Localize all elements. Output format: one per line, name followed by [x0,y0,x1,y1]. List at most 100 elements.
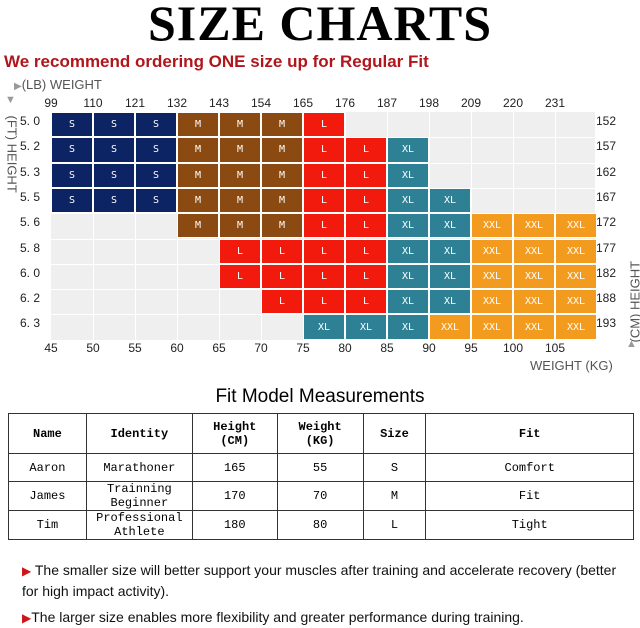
lb-tick: 231 [544,96,566,110]
size-cell-m: M [219,162,261,188]
size-cell-s: S [135,137,177,163]
size-cell-l: L [303,263,345,290]
ft-tick: 5. 3 [19,164,40,179]
table-cell: 165 [191,453,278,482]
size-cell-xl: XL [429,263,471,290]
kg-weight-axis-label: WEIGHT (KG) [530,358,613,373]
size-cell-xxl: XXL [471,314,513,340]
table-cell: Fit [425,481,634,511]
table-cell: Marathoner [85,453,193,482]
note-text: The larger size enables more flexibility… [31,609,524,625]
size-cell-l: L [261,238,303,264]
size-cell-xl: XL [387,137,429,163]
kg-tick: 85 [380,341,394,355]
fit-model-table: Name Identity Height (CM) Weight (KG) Size Fit … [8,413,634,540]
cm-tick: 167 [595,189,617,204]
header-text: Fit [518,426,541,441]
size-cell-s: S [135,187,177,214]
kg-tick: 90 [422,341,436,355]
size-cell-xxl: XXL [555,289,597,315]
kg-tick: 105 [544,341,566,355]
note-larger-size: ▶The larger size enables more flexibilit… [22,607,632,628]
lb-tick: 154 [250,96,272,110]
kg-tick: 80 [338,341,352,355]
kg-tick: 65 [212,341,226,355]
table-cell: 80 [276,510,364,540]
ft-tick: 5. 8 [19,240,40,255]
size-cell-xxl: XXL [513,314,555,340]
size-cell-m: M [177,213,219,239]
kg-tick: 50 [86,341,100,355]
size-cell-s: S [93,112,135,138]
ft-tick: 5. 0 [19,114,40,128]
size-cell-xxl: XXL [513,238,555,264]
size-cell-xl: XL [429,187,471,214]
size-cell-s: S [51,187,93,214]
table-cell: S [362,453,427,482]
table-cell: Comfort [425,453,634,482]
table-cell: 55 [276,453,364,482]
header-text: (KG) [305,433,335,448]
size-cell-s: S [93,137,135,163]
ft-tick: 6. 0 [19,265,40,280]
ft-tick: 6. 3 [19,316,40,331]
size-cell-l: L [303,289,345,315]
lb-tick: 121 [124,96,146,110]
triangle-down-icon: ▼ [5,94,16,106]
lb-label: (LB) WEIGHT [21,77,102,92]
ft-tick: 6. 2 [19,291,40,306]
size-cell-m: M [261,213,303,239]
page-title: SIZE CHARTS [147,0,493,51]
column-header: Identity [85,413,193,454]
kg-tick: 95 [464,341,478,355]
size-cell-xxl: XXL [513,213,555,239]
column-header: Size [362,413,427,454]
triangle-bullet-icon: ▶ [22,611,32,625]
size-cell-m: M [219,112,261,138]
cm-tick: 177 [595,240,617,255]
size-cell-s: S [135,112,177,138]
cm-tick: 182 [595,265,617,280]
recommendation-text: We recommend ordering ONE size up for Re… [4,52,429,71]
header-text: Height [213,419,257,434]
fit-model-title: Fit Model Measurements [215,386,425,407]
size-cell-xxl: XXL [513,289,555,315]
size-cell-l: L [303,238,345,264]
cm-tick: 157 [595,139,617,154]
size-cell-xxl: XXL [471,263,513,290]
size-cell-xxl: XXL [513,263,555,290]
size-cell-xxl: XXL [555,238,597,264]
lb-tick: 99 [44,96,58,110]
size-cell-l: L [303,112,345,138]
size-cell-xl: XL [387,263,429,290]
table-cell: M [362,481,427,511]
lb-tick: 187 [376,96,398,110]
header-text: Weight [298,419,342,434]
size-cell-l: L [219,238,261,264]
size-cell-xl: XL [429,238,471,264]
cm-tick: 162 [595,164,617,179]
size-cell-s: S [93,162,135,188]
table-cell: Tight [425,510,634,540]
kg-tick: 100 [502,341,524,355]
table-row: Tim Professional Athlete 180 80 L Tight [8,510,634,540]
table-cell: 170 [191,481,278,511]
size-cell-xl: XL [429,289,471,315]
lb-tick: 209 [460,96,482,110]
cm-tick: 152 [595,114,617,128]
size-cell-s: S [51,137,93,163]
size-cell-m: M [219,213,261,239]
column-header: Fit [425,413,634,454]
note-smaller-size: ▶ The smaller size will better support y… [22,560,632,601]
table-row: Aaron Marathoner 165 55 S Comfort [8,453,634,482]
size-cell-m: M [219,137,261,163]
table-cell: Trainning Beginner [85,481,193,511]
size-cell-xl: XL [345,314,387,340]
size-cell-m: M [261,112,303,138]
table-cell: Tim [8,510,87,540]
size-cell-xl: XL [387,289,429,315]
grid-line [93,112,94,340]
note-text: The smaller size will better support you… [22,562,617,599]
ft-tick: 5. 2 [19,139,40,154]
size-cell-xxl: XXL [429,314,471,340]
